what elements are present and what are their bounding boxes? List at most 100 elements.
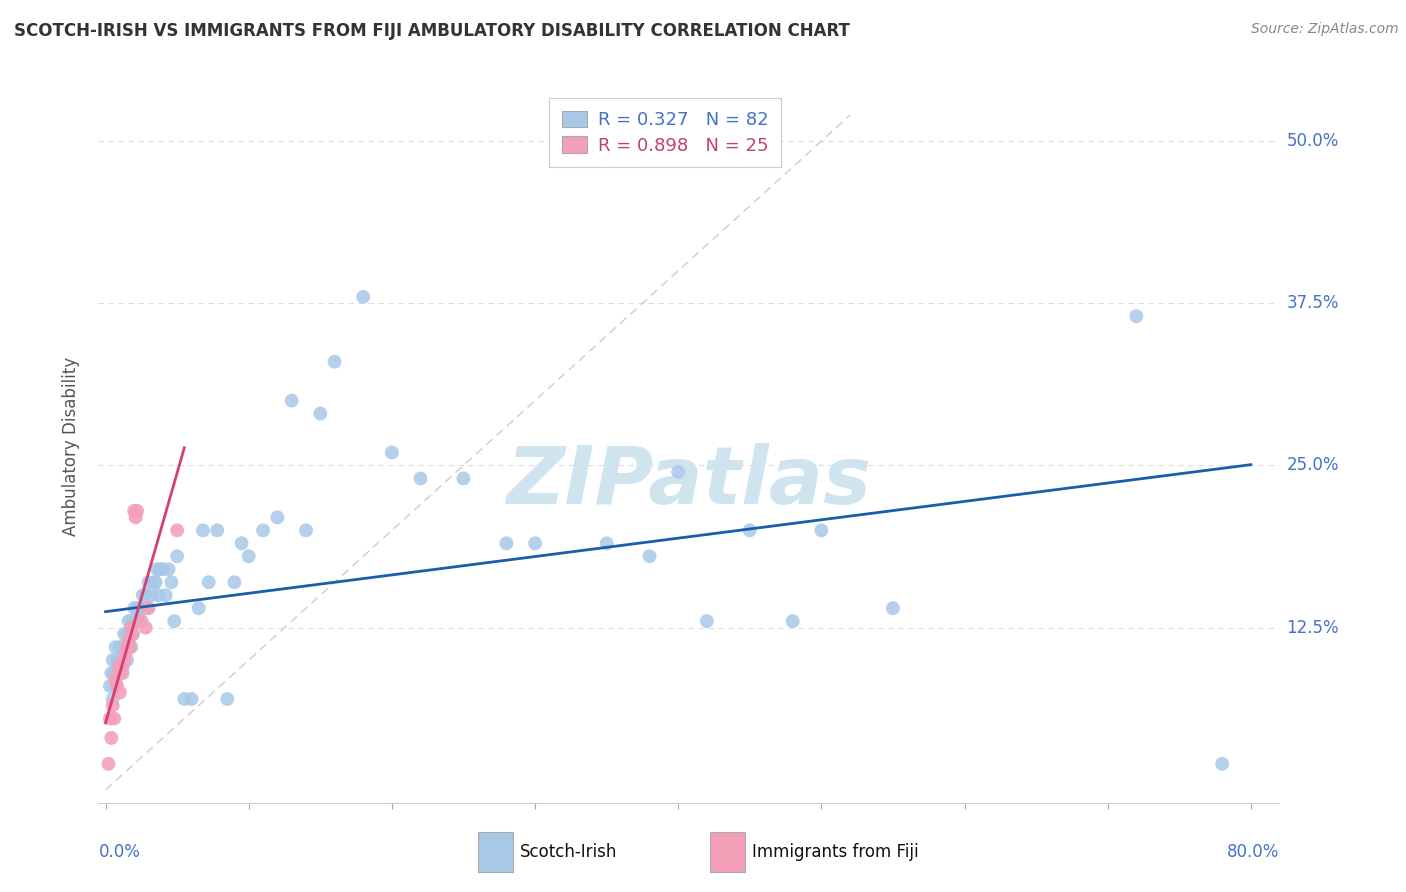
Point [495,536,517,550]
Legend: R = 0.327   N = 82, R = 0.898   N = 25: R = 0.327 N = 82, R = 0.898 N = 25 [550,98,782,168]
Point [107,666,129,681]
Text: 37.5%: 37.5% [1286,294,1339,312]
Point [125,601,148,615]
Point [309,407,332,421]
Point [108,653,131,667]
Point [148,588,170,602]
Point [132,588,155,602]
Point [108,640,131,654]
Point [117,640,139,654]
Point [524,536,547,550]
Point [252,524,274,538]
Point [125,504,148,518]
Point [104,673,127,687]
Point [166,549,188,564]
Point [135,588,157,602]
Point [207,524,229,538]
Point [155,588,177,602]
Point [118,627,141,641]
Point [124,510,146,524]
FancyBboxPatch shape [710,831,745,872]
Point [197,575,219,590]
Point [121,627,143,641]
Point [146,562,169,576]
Point [157,562,180,576]
Point [110,666,132,681]
Point [381,445,404,459]
Point [105,666,128,681]
Text: 0.0%: 0.0% [98,843,141,861]
Point [295,524,318,538]
Point [117,614,139,628]
Text: 25.0%: 25.0% [1286,457,1339,475]
Point [114,647,136,661]
Point [107,659,129,673]
Point [173,692,195,706]
Point [131,614,153,628]
Point [122,601,145,615]
Point [152,562,174,576]
Point [187,601,209,615]
Point [103,711,125,725]
Point [115,640,138,654]
Point [149,562,172,576]
Point [122,614,145,628]
Point [121,627,143,641]
Point [666,465,689,479]
Point [115,627,138,641]
Point [101,692,124,706]
Point [141,588,163,602]
Point [101,698,124,713]
Point [97,756,120,771]
Text: 12.5%: 12.5% [1286,619,1340,637]
Point [160,575,183,590]
Point [453,471,475,485]
Point [120,621,142,635]
Y-axis label: Ambulatory Disability: Ambulatory Disability [62,357,80,535]
Point [224,575,246,590]
Text: Immigrants from Fiji: Immigrants from Fiji [752,843,920,861]
Point [882,601,904,615]
Point [122,504,145,518]
Point [131,614,153,628]
Point [145,575,167,590]
Point [124,614,146,628]
Point [118,640,141,654]
Point [101,653,124,667]
Point [100,731,122,745]
Text: Scotch-Irish: Scotch-Irish [520,843,617,861]
Point [100,666,122,681]
Point [104,640,127,654]
Text: ZIPatlas: ZIPatlas [506,442,872,521]
Point [120,614,142,628]
Point [112,627,135,641]
Point [323,354,346,368]
Point [163,614,186,628]
Point [135,621,157,635]
FancyBboxPatch shape [478,831,513,872]
Point [638,549,661,564]
Point [166,524,188,538]
Text: 50.0%: 50.0% [1286,132,1339,150]
Point [134,601,156,615]
Point [110,653,132,667]
Point [143,575,166,590]
Point [191,524,214,538]
Point [112,653,135,667]
Point [115,653,138,667]
Point [782,614,804,628]
Text: SCOTCH-IRISH VS IMMIGRANTS FROM FIJI AMBULATORY DISABILITY CORRELATION CHART: SCOTCH-IRISH VS IMMIGRANTS FROM FIJI AMB… [14,22,851,40]
Point [352,290,374,304]
Point [108,685,131,699]
Point [810,524,832,538]
Point [111,640,134,654]
Point [238,549,260,564]
Point [128,614,150,628]
Point [136,601,159,615]
Point [138,575,160,590]
Point [1125,310,1147,324]
Point [98,711,121,725]
Point [266,510,288,524]
Point [595,536,617,550]
Point [180,692,202,706]
